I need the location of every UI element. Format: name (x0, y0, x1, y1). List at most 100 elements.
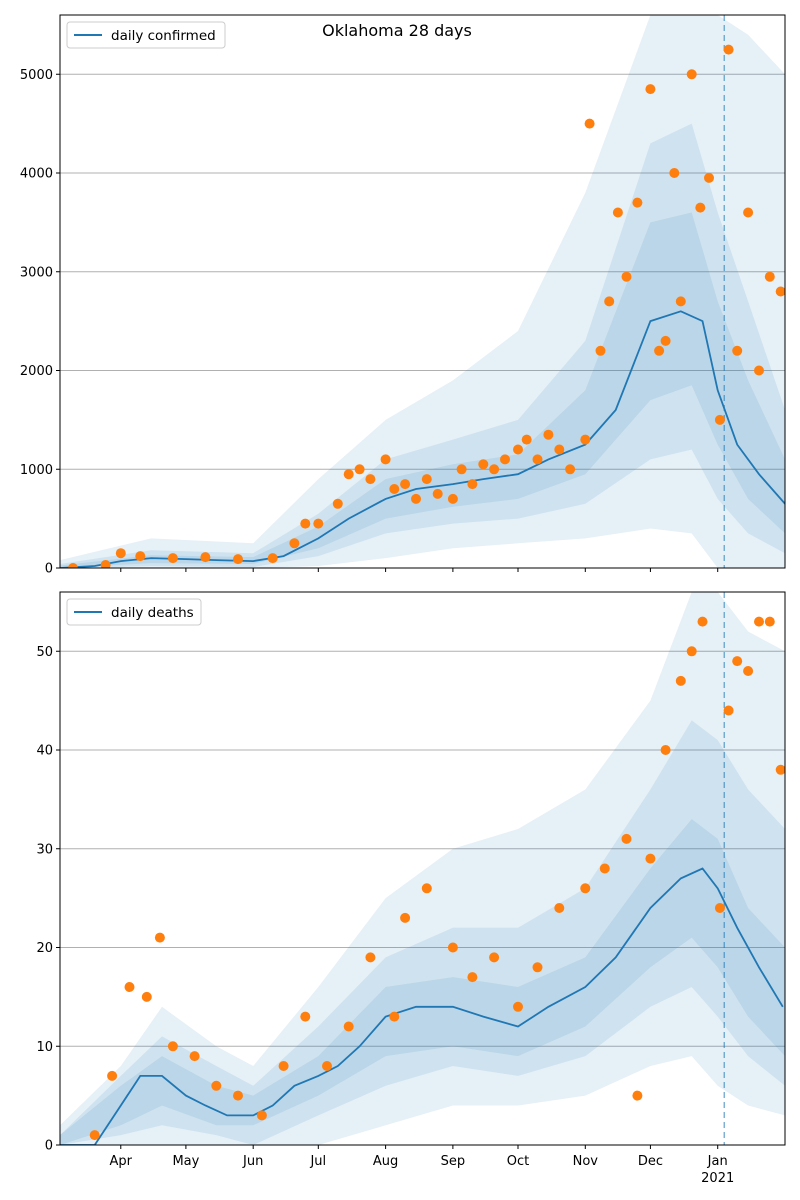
data-point (389, 1011, 400, 1022)
data-point (107, 1070, 118, 1081)
data-point (389, 484, 400, 494)
data-point (447, 493, 458, 504)
data-point (68, 563, 78, 568)
data-point (645, 853, 656, 864)
x-tick-label: Jun (242, 1154, 263, 1169)
data-point (343, 469, 354, 480)
data-point (654, 345, 665, 356)
x-tick-label: Aug (373, 1154, 398, 1169)
y-tick-label: 30 (36, 842, 53, 857)
data-point (521, 434, 532, 445)
y-tick-label: 0 (45, 562, 53, 577)
data-point (513, 1001, 523, 1012)
band-middle (60, 123, 785, 568)
data-point (775, 286, 785, 297)
data-point (532, 962, 543, 973)
series-line-deaths (60, 867, 784, 1145)
data-point (167, 553, 178, 564)
data-point (764, 271, 775, 282)
data-point (595, 345, 606, 356)
data-point (343, 1021, 354, 1032)
data-point (686, 69, 697, 80)
y-tick-label: 1000 (20, 463, 53, 478)
data-point (632, 197, 643, 208)
data-point (500, 454, 510, 465)
data-point (565, 464, 576, 475)
data-point (365, 952, 376, 963)
data-point (686, 646, 697, 657)
data-point (599, 863, 610, 874)
data-point (300, 1011, 311, 1022)
y-tick-label: 0 (45, 1139, 53, 1154)
data-point (200, 552, 211, 563)
y-tick-label: 10 (36, 1040, 53, 1055)
data-point (411, 493, 421, 504)
confirmed-panel: 0 1000 2000 3000 4000 5000 daily confirmed (20, 14, 786, 577)
data-point (267, 553, 278, 564)
data-point (604, 296, 615, 307)
band-inner (60, 212, 785, 568)
x-year-label: 2021 (701, 1171, 734, 1186)
data-point (621, 271, 632, 282)
data-point (554, 903, 565, 913)
data-point (467, 972, 478, 983)
data-point (332, 498, 343, 509)
data-point (723, 705, 734, 716)
data-point (489, 464, 500, 475)
data-point (543, 429, 554, 440)
data-point (714, 414, 725, 425)
x-tick-label: Sep (441, 1154, 466, 1169)
y-tick-label: 50 (36, 645, 53, 660)
data-point (723, 44, 734, 55)
data-point (300, 518, 311, 529)
data-point (532, 454, 543, 465)
data-point (141, 991, 152, 1002)
data-point (632, 1090, 643, 1101)
x-tick-label: Oct (507, 1154, 529, 1169)
data-point (432, 488, 443, 499)
data-point (513, 444, 523, 455)
data-point (775, 764, 785, 775)
data-point (380, 454, 391, 465)
data-point (743, 666, 754, 676)
plot-area (60, 15, 785, 568)
data-point (467, 479, 478, 490)
y-tick-label: 40 (36, 744, 53, 759)
data-point (695, 202, 706, 213)
legend-label: daily confirmed (111, 28, 216, 44)
data-point (135, 551, 146, 562)
y-tick-label: 20 (36, 941, 53, 956)
data-point (612, 207, 623, 218)
legend-box (66, 21, 226, 49)
data-point (704, 172, 714, 183)
y-tick-label: 2000 (20, 364, 53, 379)
data-point (365, 474, 376, 485)
x-tick-label: Jan (707, 1154, 728, 1169)
band-outer (60, 592, 785, 1145)
data-point (154, 932, 165, 943)
data-point (256, 1110, 267, 1121)
data-point (211, 1080, 222, 1091)
data-point (89, 1130, 100, 1141)
data-point (489, 952, 500, 963)
data-point (584, 118, 595, 129)
data-point (456, 464, 467, 475)
data-point (732, 345, 743, 356)
y-tick-label: 3000 (20, 265, 53, 280)
plot-frame (59, 591, 786, 1146)
data-point (400, 479, 411, 490)
band-outer (60, 15, 785, 568)
x-tick-label: Dec (638, 1154, 663, 1169)
data-point (675, 296, 686, 307)
legend: daily deaths (66, 598, 202, 626)
data-point (764, 616, 775, 627)
data-point (580, 883, 591, 894)
data-point (421, 883, 432, 894)
data-point (124, 982, 135, 992)
legend: daily confirmed (66, 21, 226, 49)
data-point (743, 207, 754, 218)
x-tick-label: Jul (309, 1154, 326, 1169)
x-tick-label: Apr (110, 1154, 133, 1169)
data-point (621, 833, 632, 844)
